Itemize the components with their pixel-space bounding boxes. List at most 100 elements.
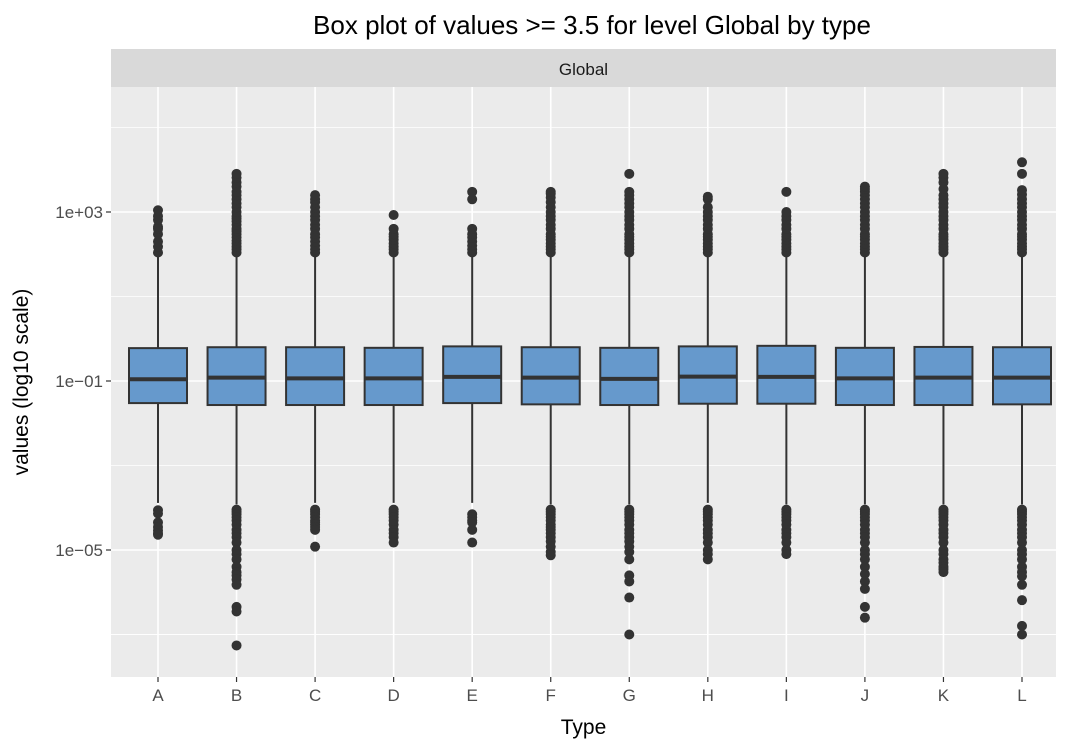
outlier-point: [231, 168, 242, 179]
box-C: [285, 190, 346, 552]
box-layer: [128, 157, 1052, 651]
outlier-point: [859, 181, 870, 192]
outlier-point: [624, 629, 635, 640]
outlier-point: [153, 236, 163, 247]
box-iqr: [285, 346, 346, 407]
x-tick-label: J: [861, 686, 870, 705]
outlier-point: [388, 209, 399, 220]
outlier-point: [467, 537, 478, 548]
outlier-point: [231, 537, 242, 548]
outlier-point: [467, 186, 478, 197]
plot-panel: [111, 87, 1056, 677]
outlier-point: [310, 190, 321, 201]
outlier-point: [1017, 595, 1027, 606]
outlier-point: [859, 576, 870, 587]
box-iqr: [756, 344, 817, 405]
outlier-point: [781, 207, 792, 217]
x-tick-label: K: [938, 686, 950, 705]
box-H: [677, 191, 738, 565]
outlier-point: [859, 569, 870, 580]
outlier-point: [859, 583, 870, 594]
outlier-point: [624, 592, 635, 603]
outlier-point: [1017, 629, 1027, 640]
outlier-point: [231, 554, 242, 565]
x-tick-label: C: [309, 686, 321, 705]
outlier-point: [545, 186, 556, 197]
box-D: [363, 209, 424, 548]
outlier-point: [1017, 168, 1027, 179]
outlier-point: [624, 576, 635, 587]
outlier-point: [624, 546, 635, 557]
minor-gridlines: [111, 127, 1056, 635]
box-iqr: [442, 345, 503, 405]
box-E: [442, 186, 503, 548]
y-tick-label: 1e−05: [55, 541, 103, 560]
outlier-point: [1017, 185, 1027, 196]
box-G: [599, 168, 660, 640]
box-L: [992, 157, 1052, 640]
x-tick-label: F: [546, 686, 556, 705]
box-B: [206, 168, 267, 651]
facet-strip: [111, 49, 1056, 87]
box-K: [913, 168, 974, 578]
outlier-point: [781, 549, 792, 560]
outlier-point: [702, 191, 713, 202]
outlier-point: [624, 168, 635, 179]
outlier-point: [938, 168, 949, 179]
x-tick-label: B: [231, 686, 242, 705]
outlier-point: [153, 205, 163, 216]
outlier-point: [1017, 554, 1027, 565]
outlier-point: [467, 517, 478, 528]
outlier-point: [153, 529, 163, 540]
outlier-point: [859, 554, 870, 565]
outlier-point: [310, 524, 321, 535]
outlier-point: [1017, 620, 1027, 631]
chart-title: Box plot of values >= 3.5 for level Glob…: [313, 10, 871, 40]
box-iqr: [363, 346, 424, 407]
box-iqr: [128, 347, 188, 405]
x-tick-label: L: [1017, 686, 1026, 705]
y-axis-title: values (log10 scale): [10, 289, 33, 476]
x-tick-label: E: [467, 686, 478, 705]
outlier-point: [624, 554, 635, 565]
outlier-point: [859, 601, 870, 612]
x-tick-label: A: [152, 686, 164, 705]
outlier-point: [624, 186, 635, 197]
box-A: [128, 205, 188, 540]
outlier-point: [231, 640, 242, 651]
outlier-point: [781, 537, 792, 548]
box-J: [834, 181, 895, 623]
outlier-point: [545, 550, 556, 561]
outlier-point: [702, 202, 713, 213]
y-axis: 1e−05 1e−01 1e+03: [55, 203, 111, 560]
outlier-point: [388, 537, 399, 548]
outlier-point: [938, 567, 949, 578]
x-axis: A B C D E F G H I J K L: [152, 677, 1027, 705]
outlier-point: [859, 561, 870, 572]
outlier-point: [467, 524, 478, 535]
outlier-point: [231, 606, 242, 617]
outlier-point: [1017, 157, 1027, 168]
facet-strip-label: Global: [559, 60, 608, 79]
outlier-point: [781, 186, 792, 197]
outlier-point: [467, 223, 478, 234]
x-axis-title: Type: [561, 716, 607, 739]
x-tick-label: I: [784, 686, 789, 705]
outlier-point: [467, 194, 478, 205]
x-tick-label: H: [702, 686, 714, 705]
outlier-point: [859, 612, 870, 623]
outlier-point: [702, 554, 713, 565]
outlier-point: [1017, 579, 1027, 590]
outlier-point: [310, 541, 321, 552]
outlier-point: [1017, 571, 1027, 582]
y-tick-label: 1e−01: [55, 372, 103, 391]
major-gridlines-y: [111, 211, 1056, 551]
box-iqr: [834, 346, 895, 407]
outlier-point: [153, 508, 163, 519]
box-iqr: [599, 346, 660, 407]
x-tick-label: G: [623, 686, 636, 705]
box-I: [756, 186, 817, 560]
outlier-point: [859, 537, 870, 548]
box-F: [520, 186, 581, 561]
